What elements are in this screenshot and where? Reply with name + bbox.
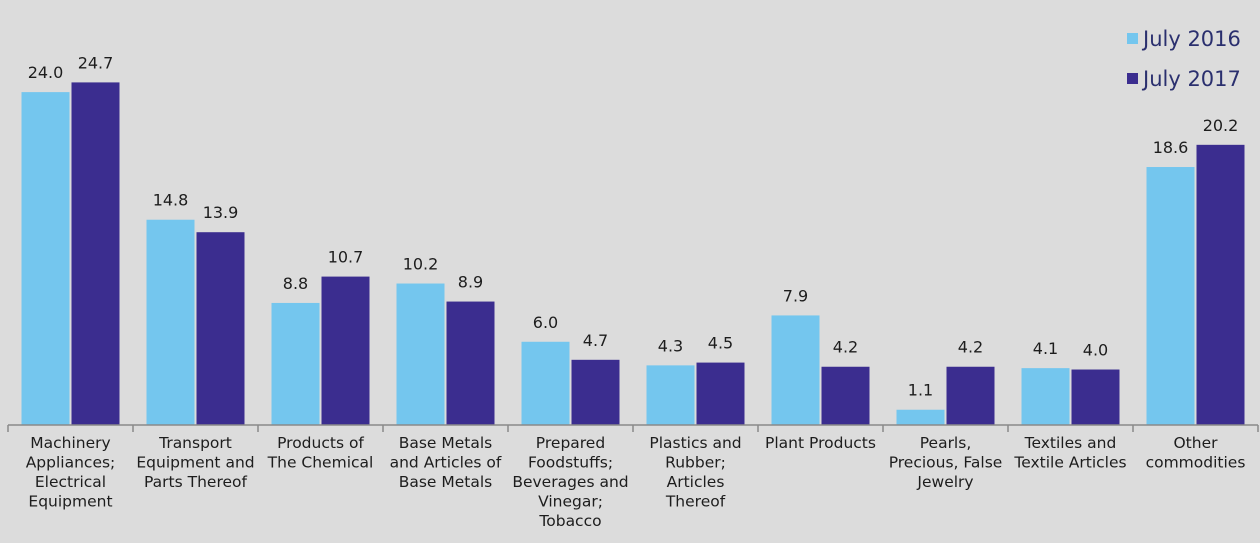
bar [1146, 167, 1195, 425]
category-label-line: Prepared [536, 434, 605, 452]
bar [71, 82, 120, 425]
bar [946, 366, 995, 425]
bar [696, 362, 745, 425]
category-labels-group: Machinery Appliances; Electrical Equipment T… [26, 434, 1246, 530]
data-label: 4.5 [708, 334, 733, 353]
category-label-line: Equipment [28, 493, 112, 511]
category-label-line: Beverages and [512, 473, 628, 491]
category-label-line: Parts Thereof [144, 473, 247, 491]
category-label-line: Textile Articles [1013, 454, 1126, 472]
bar [521, 341, 570, 425]
category-label-line: commodities [1146, 454, 1246, 472]
data-label: 7.9 [783, 286, 808, 305]
category-label-line: Pearls, [920, 434, 972, 452]
data-label: 4.7 [583, 331, 608, 350]
data-label: 4.2 [833, 338, 858, 357]
data-label: 18.6 [1153, 138, 1189, 157]
category-label: Prepared Foodstuffs; Beverages and Vinegar;… [512, 434, 628, 530]
data-label: 4.0 [1083, 341, 1108, 360]
bar [321, 276, 370, 425]
category-label-line: Jewelry [916, 473, 973, 491]
bar [1071, 369, 1120, 425]
category-label: Base Metals and Articles of Base Metals [390, 434, 502, 491]
category-label-line: The Chemical [267, 454, 374, 472]
data-label: 8.9 [458, 273, 483, 292]
category-label-line: Thereof [665, 493, 726, 511]
bar [21, 92, 70, 426]
data-label: 4.3 [658, 336, 683, 355]
data-label: 24.0 [28, 63, 64, 82]
category-label-line: Products of [277, 434, 364, 452]
category-label: Other commodities [1146, 434, 1246, 472]
category-label-line: and Articles of [390, 454, 502, 472]
legend-label: July 2017 [1141, 67, 1241, 91]
category-label: Transport Equipment and Parts Thereof [136, 434, 254, 491]
category-label: Textiles and Textile Articles [1013, 434, 1126, 472]
category-label-line: Base Metals [399, 434, 493, 452]
category-label-line: Textiles and [1024, 434, 1117, 452]
bar [646, 365, 695, 425]
data-label: 6.0 [533, 313, 558, 332]
data-label: 10.2 [403, 255, 439, 274]
category-label-line: Other [1173, 434, 1218, 452]
bar [446, 301, 495, 425]
data-label: 14.8 [153, 191, 189, 210]
category-label: Plastics and Rubber; Articles Thereof [649, 434, 741, 511]
category-label-line: Machinery [30, 434, 110, 452]
bar [271, 302, 320, 425]
x-axis [7, 424, 1259, 432]
category-label-line: Vinegar; [538, 493, 603, 511]
bar [196, 232, 245, 425]
data-label: 4.2 [958, 338, 983, 357]
bar [146, 219, 195, 425]
category-label-line: Plastics and [649, 434, 741, 452]
value-labels-group: 24.0 24.7 14.8 13.9 8.8 10.7 10.2 8.9 6.0 4.7 4.3 4… [28, 53, 1239, 399]
bars-group [21, 82, 1245, 426]
bar [571, 359, 620, 425]
category-label-line: Articles [667, 473, 725, 491]
bar [396, 283, 445, 425]
category-label-line: Precious, False [889, 454, 1003, 472]
legend-swatch [1127, 33, 1138, 44]
data-label: 13.9 [203, 203, 239, 222]
bar [1196, 144, 1245, 426]
data-label: 10.7 [328, 248, 364, 267]
bar [896, 409, 945, 425]
data-label: 8.8 [283, 274, 308, 293]
bar [771, 315, 820, 425]
category-label-line: Base Metals [399, 473, 493, 491]
category-label: Products of The Chemical [267, 434, 374, 472]
category-label-line: Foodstuffs; [528, 454, 613, 472]
bar [821, 366, 870, 425]
data-label: 4.1 [1033, 339, 1058, 358]
category-label: Machinery Appliances; Electrical Equipment [26, 434, 116, 511]
category-label-line: Plant Products [765, 434, 876, 452]
category-label-line: Appliances; [26, 454, 116, 472]
bar [1021, 368, 1070, 425]
category-label-line: Transport [158, 434, 232, 452]
category-label: Plant Products [765, 434, 876, 452]
legend-label: July 2016 [1141, 27, 1241, 51]
category-label-line: Tobacco [538, 512, 601, 530]
category-label-line: Equipment and [136, 454, 254, 472]
data-label: 24.7 [78, 53, 114, 72]
data-label: 20.2 [1203, 116, 1239, 135]
category-label-line: Electrical [35, 473, 106, 491]
category-label: Pearls, Precious, False Jewelry [889, 434, 1003, 491]
category-label-line: Rubber; [665, 454, 726, 472]
legend: July 2016 July 2017 [1127, 27, 1241, 91]
data-label: 1.1 [908, 381, 933, 400]
legend-swatch [1127, 73, 1138, 84]
